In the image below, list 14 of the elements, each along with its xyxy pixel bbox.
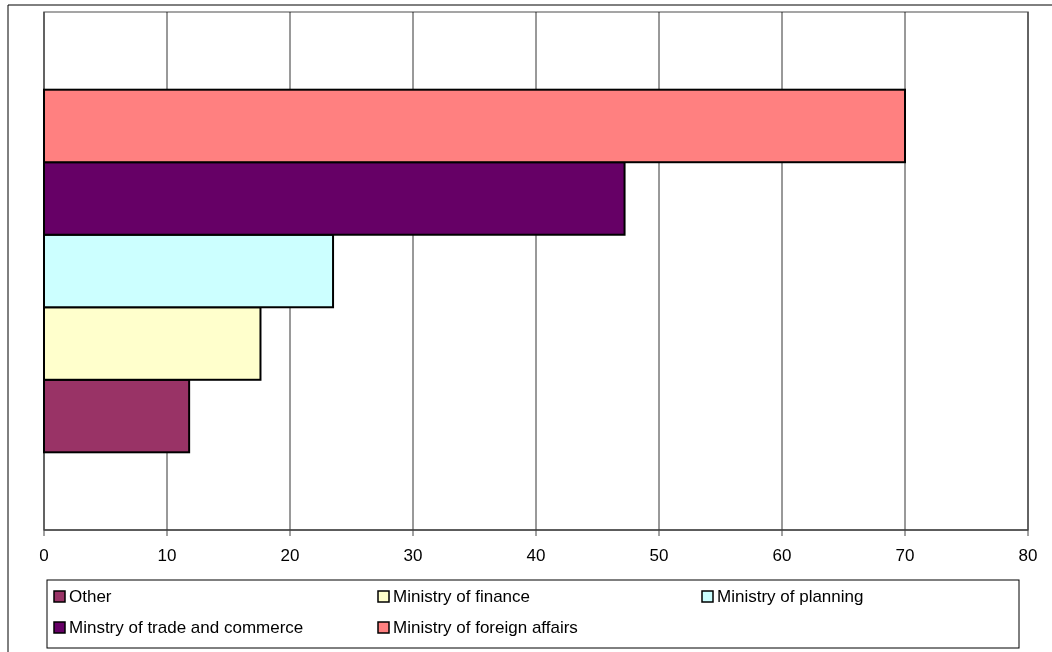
x-tick-label: 60 — [772, 546, 792, 565]
x-tick-label: 70 — [895, 546, 915, 565]
x-tick-label: 80 — [1018, 546, 1038, 565]
legend-label: Ministry of finance — [393, 587, 530, 606]
x-tick-label: 40 — [526, 546, 546, 565]
x-tick-label: 30 — [403, 546, 423, 565]
legend-label: Minstry of trade and commerce — [69, 618, 304, 637]
x-tick-label: 0 — [39, 546, 49, 565]
legend-label: Ministry of foreign affairs — [393, 618, 578, 637]
x-tick-label: 20 — [280, 546, 300, 565]
legend-label: Other — [69, 587, 112, 606]
x-tick-label: 50 — [649, 546, 669, 565]
x-tick-label: 10 — [157, 546, 177, 565]
legend-label: Ministry of planning — [717, 587, 864, 606]
